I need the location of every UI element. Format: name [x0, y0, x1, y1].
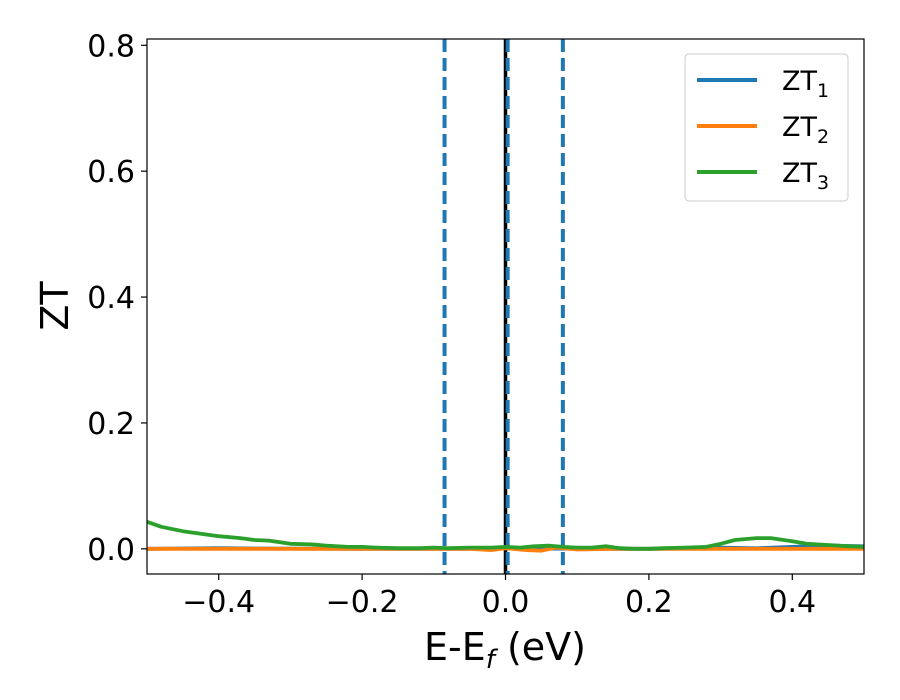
- y-tick-label: 0.8: [87, 29, 135, 64]
- legend-label-zt1: ZT1: [782, 66, 829, 102]
- legend-box: [684, 53, 849, 202]
- series-lines: [147, 519, 864, 553]
- x-tick-label: 0.2: [625, 585, 673, 620]
- legend-label-main: ZT: [782, 158, 817, 189]
- y-axis-ticks: 0.0 0.2 0.4 0.6 0.8: [87, 29, 147, 568]
- vertical-reference-lines: [442, 39, 565, 574]
- x-axis-label: E-Ef (eV): [424, 625, 586, 675]
- x-tick-label: −0.4: [182, 585, 255, 620]
- y-tick-label: 0.4: [87, 281, 135, 316]
- y-tick-label: 0.0: [87, 533, 135, 568]
- x-tick-label: 0.0: [482, 585, 530, 620]
- legend-label-zt3: ZT3: [782, 158, 829, 194]
- legend-label-zt2: ZT2: [782, 112, 829, 148]
- x-axis-label-unit: (eV): [495, 625, 586, 669]
- x-tick-label: −0.2: [326, 585, 399, 620]
- legend-label-sub: 2: [817, 126, 829, 148]
- y-tick-label: 0.2: [87, 407, 135, 442]
- x-axis-label-main: E-E: [424, 625, 486, 669]
- x-axis-ticks: −0.4 −0.2 0.0 0.2 0.4: [182, 574, 816, 620]
- legend-label-sub: 1: [817, 80, 829, 102]
- legend-label-main: ZT: [782, 66, 817, 97]
- x-tick-label: 0.4: [768, 585, 816, 620]
- series-line-zt3: [147, 519, 864, 551]
- y-tick-label: 0.6: [87, 155, 135, 190]
- legend-label-sub: 3: [817, 172, 829, 194]
- y-axis-label: ZT: [33, 281, 77, 331]
- legend-label-main: ZT: [782, 112, 817, 143]
